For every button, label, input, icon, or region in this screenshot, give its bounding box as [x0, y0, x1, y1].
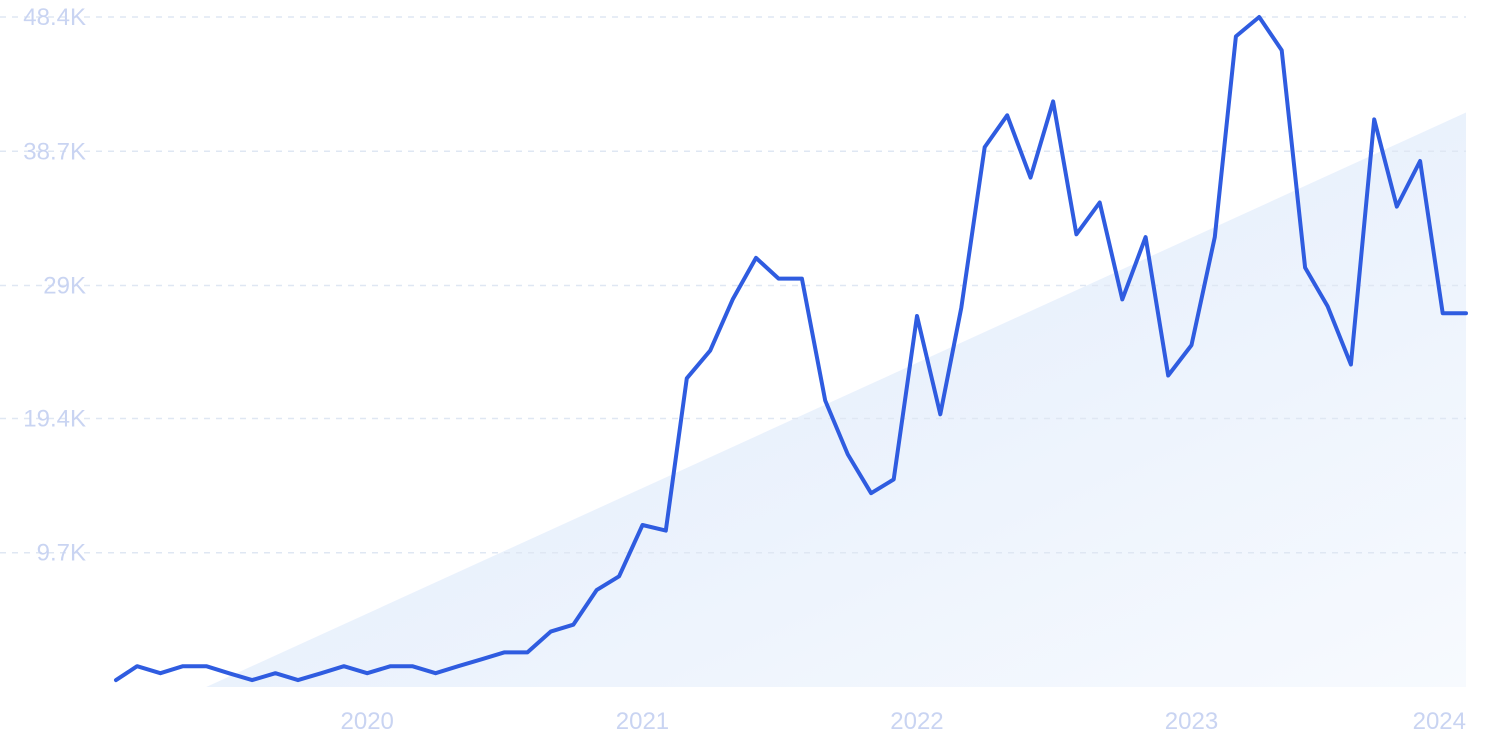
y-tick-label: 48.4K — [23, 4, 86, 31]
x-tick-label: 2020 — [341, 708, 394, 735]
y-tick-label: 9.7K — [37, 540, 86, 567]
y-axis-labels: 9.7K 19.4K 29K 38.7K 48.4K — [23, 4, 86, 567]
y-tick-label: 29K — [43, 273, 86, 300]
x-tick-label: 2022 — [890, 708, 943, 735]
y-tick-label: 38.7K — [23, 138, 86, 165]
series-layer — [114, 15, 1468, 683]
trend-area-layer — [206, 112, 1466, 687]
gridlines — [0, 16, 1466, 554]
series-line — [114, 15, 1468, 683]
x-tick-label: 2021 — [616, 708, 669, 735]
x-axis-labels: 2020 2021 2022 2023 2024 — [341, 708, 1466, 735]
y-tick-label: 19.4K — [23, 405, 86, 432]
trend-area — [206, 112, 1466, 687]
x-tick-label: 2023 — [1165, 708, 1218, 735]
x-tick-label: 2024 — [1413, 708, 1466, 735]
